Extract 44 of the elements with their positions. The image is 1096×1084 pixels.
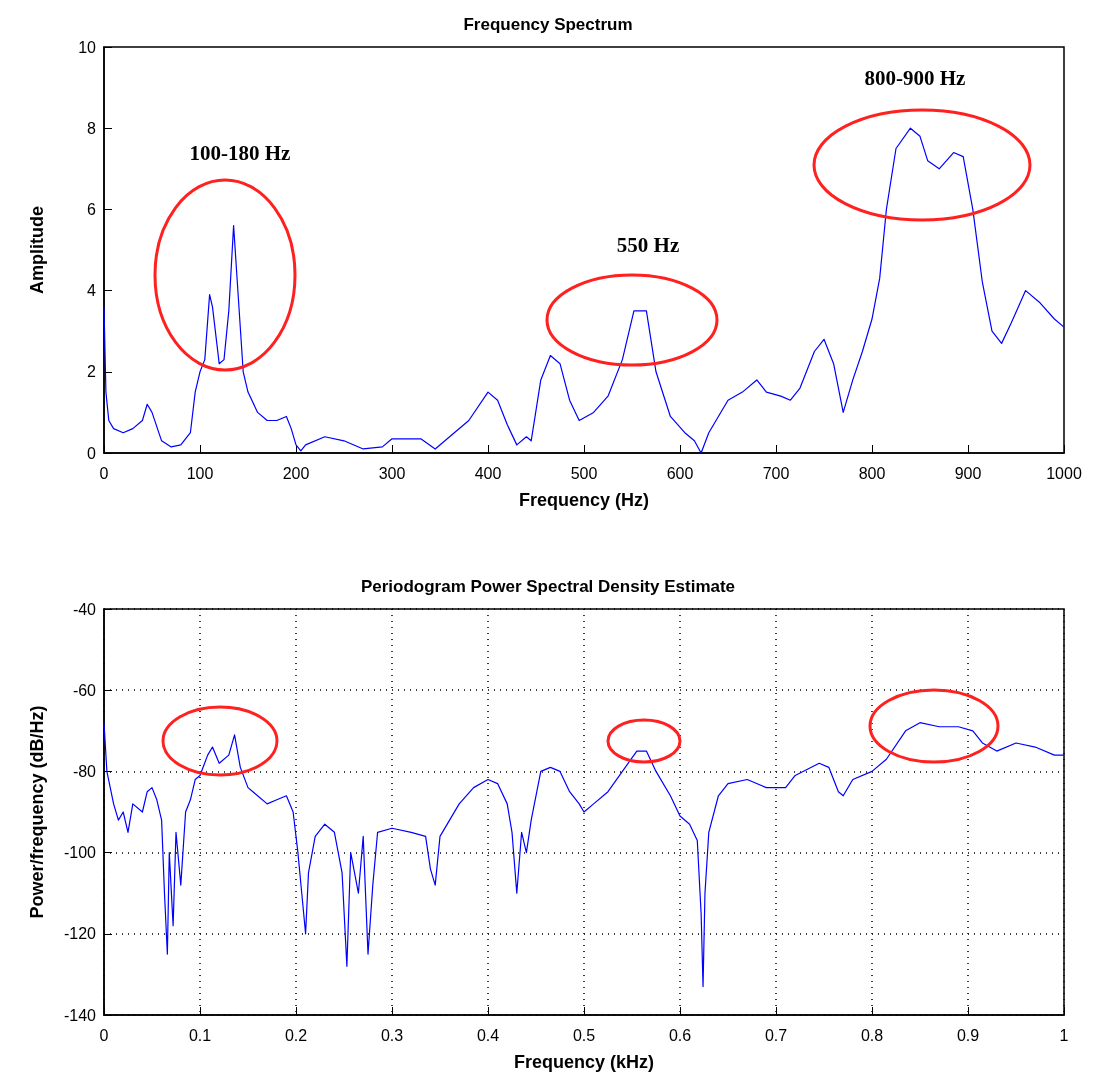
y-tick-label: -80: [72, 762, 97, 780]
x-axis-title: Frequency (kHz): [513, 1052, 655, 1072]
y-tick-label: 6: [87, 200, 97, 218]
y-tick-label: -60: [72, 681, 97, 699]
x-axis-title: Frequency (Hz): [518, 490, 650, 510]
x-tick-label: 100: [186, 464, 214, 482]
x-tick-label: 0.8: [860, 1026, 884, 1044]
x-tick-label: 900: [954, 464, 982, 482]
x-tick-label: 0.6: [668, 1026, 692, 1044]
x-tick-label: 0.9: [956, 1026, 980, 1044]
x-tick-label: 1: [1059, 1026, 1069, 1044]
x-tick-label: 0: [99, 1026, 109, 1044]
x-tick-label: 0.4: [476, 1026, 500, 1044]
y-tick-label: -140: [63, 1006, 97, 1024]
y-axis-title: Amplitude: [27, 206, 47, 294]
x-tick-label: 300: [378, 464, 406, 482]
y-tick-label: -100: [63, 844, 97, 862]
x-tick-label: 400: [474, 464, 502, 482]
chart-title: Periodogram Power Spectral Density Estimate: [360, 577, 736, 596]
y-tick-label: 10: [78, 38, 97, 56]
x-tick-label: 0: [99, 464, 109, 482]
x-tick-label: 0.7: [764, 1026, 788, 1044]
annotation: 100-180 Hz: [189, 141, 291, 165]
x-tick-label: 200: [282, 464, 310, 482]
x-tick-label: 1000: [1046, 464, 1082, 482]
x-tick-label: 800: [858, 464, 886, 482]
y-tick-label: -40: [72, 600, 97, 618]
x-tick-label: 600: [666, 464, 694, 482]
x-tick-label: 0.2: [284, 1026, 308, 1044]
y-tick-label: 8: [87, 119, 97, 137]
y-tick-label: 2: [87, 363, 97, 381]
x-tick-label: 500: [570, 464, 598, 482]
annotation: 550 Hz: [616, 233, 680, 257]
y-tick-label: 0: [87, 444, 97, 462]
chart-title: Frequency Spectrum: [463, 15, 633, 34]
y-tick-label: -120: [63, 925, 97, 943]
annotation: 800-900 Hz: [864, 66, 966, 90]
line-series: [103, 722, 1065, 988]
x-tick-label: 0.3: [380, 1026, 404, 1044]
y-tick-label: 4: [87, 282, 97, 300]
y-axis-title: Power/frequency (dB/Hz): [27, 705, 47, 919]
x-tick-label: 700: [762, 464, 790, 482]
x-tick-label: 0.1: [188, 1026, 212, 1044]
x-tick-label: 0.5: [572, 1026, 596, 1044]
